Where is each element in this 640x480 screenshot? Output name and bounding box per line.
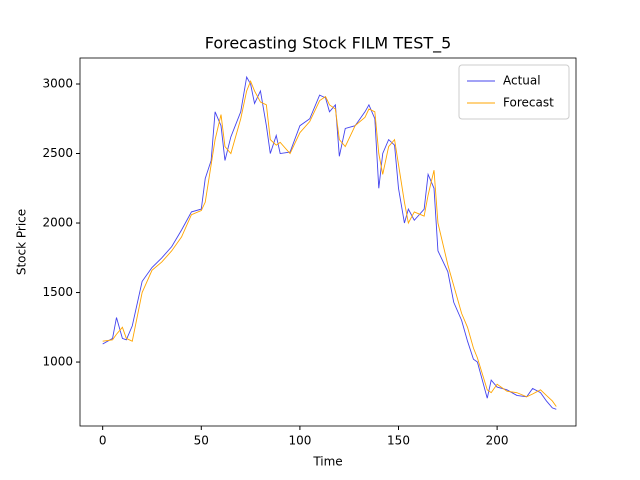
series-line (102, 75, 557, 410)
y-axis-label: Stock Price (15, 209, 29, 275)
x-tick-label: 50 (194, 434, 209, 448)
series-line (102, 80, 557, 407)
y-tick-label: 1000 (42, 355, 73, 369)
legend-label: Forecast (503, 96, 554, 110)
x-axis-label: Time (312, 455, 342, 469)
legend-box (458, 64, 570, 120)
legend-label: Actual (503, 74, 541, 88)
y-tick-label: 1500 (42, 285, 73, 299)
y-tick-label: 2500 (42, 146, 73, 160)
plot-frame (79, 57, 577, 427)
chart-title: Forecasting Stock FILM TEST_5 (205, 34, 452, 54)
y-tick-label: 3000 (42, 76, 73, 90)
y-tick-label: 2000 (42, 216, 73, 230)
x-tick-label: 200 (486, 434, 509, 448)
x-tick-label: 150 (387, 434, 410, 448)
x-tick-label: 100 (288, 434, 311, 448)
x-tick-label: 0 (99, 434, 107, 448)
